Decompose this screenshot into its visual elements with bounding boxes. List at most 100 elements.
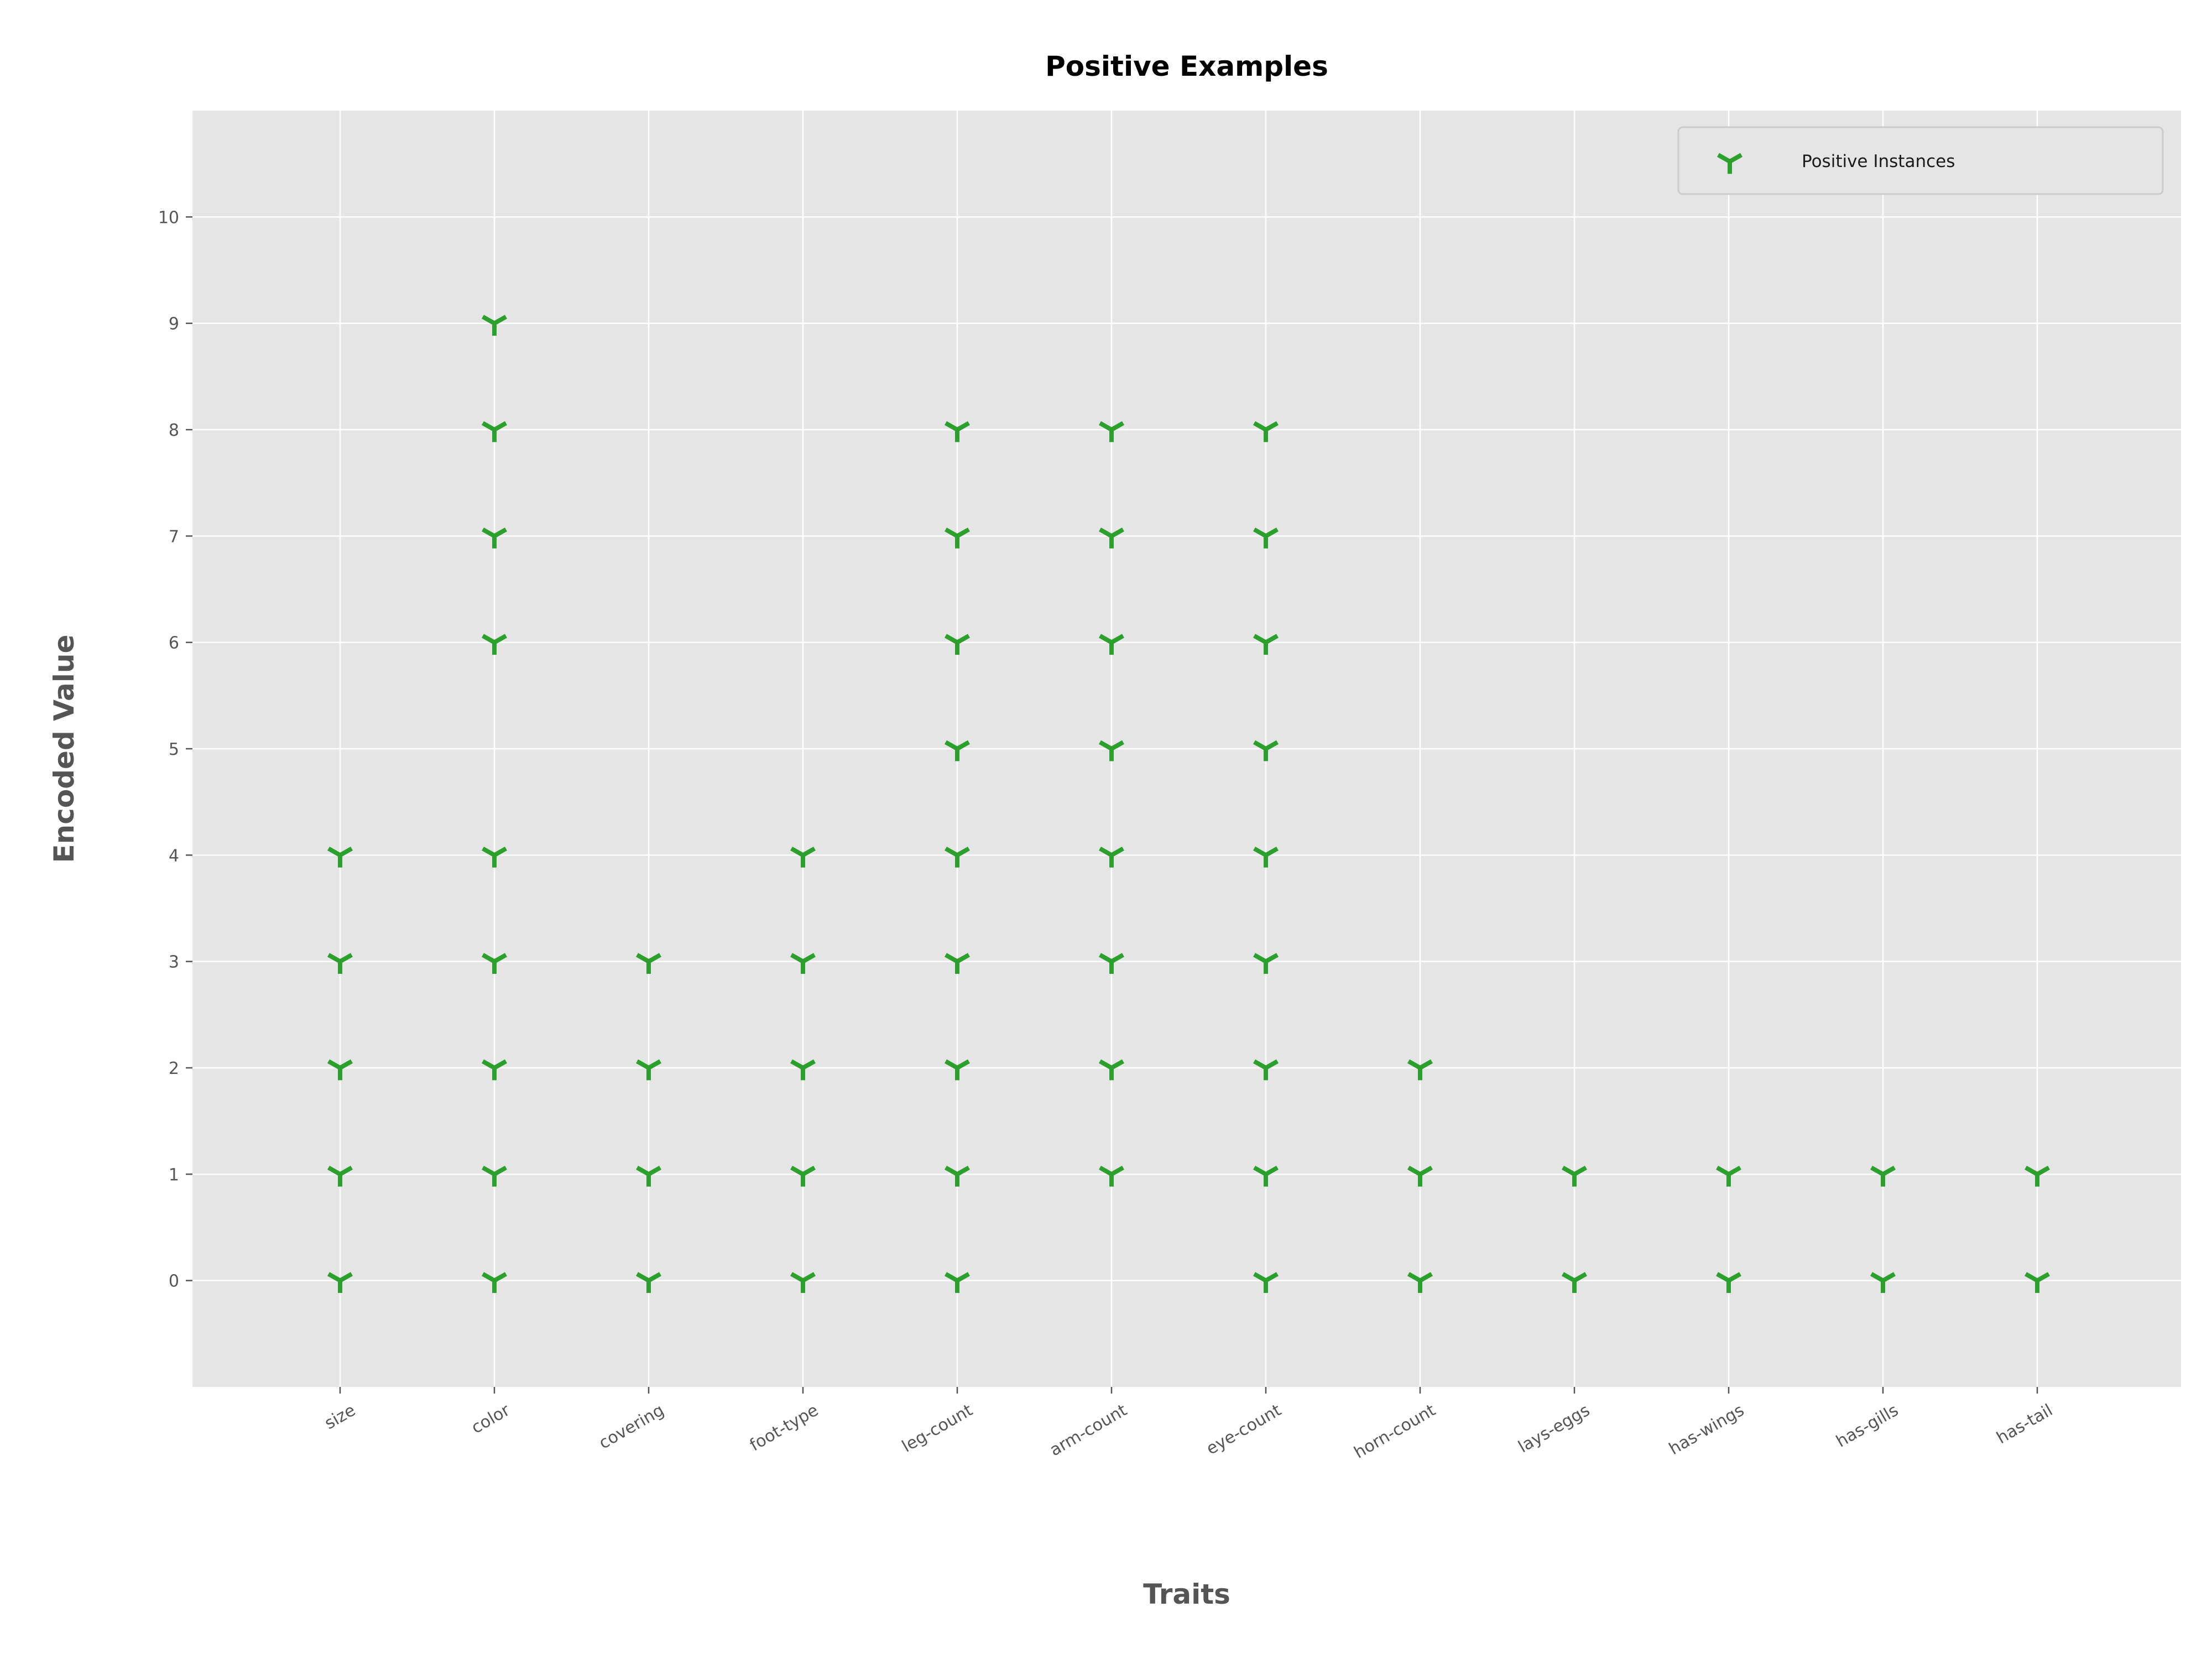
marker-arm-left <box>482 634 495 645</box>
marker-arm-left <box>1253 953 1267 964</box>
data-point <box>790 1165 816 1187</box>
data-point <box>790 1272 816 1293</box>
marker-arm-left <box>945 634 958 645</box>
marker-arm-right <box>339 953 353 964</box>
y-tick-label: 3 <box>169 953 179 972</box>
marker-arm-right <box>1265 1272 1279 1283</box>
marker-arm-left <box>1407 1165 1421 1176</box>
y-tick-label: 6 <box>169 634 179 653</box>
marker-arm-right <box>2036 1272 2050 1283</box>
data-point <box>1099 1165 1124 1187</box>
marker-arm-left <box>2025 1165 2038 1176</box>
marker-arm-left <box>482 1272 495 1283</box>
marker-arm-left <box>1407 1272 1421 1283</box>
data-point <box>1253 1059 1279 1081</box>
data-point <box>1253 846 1279 868</box>
marker-arm-right <box>493 421 507 432</box>
marker-arm-right <box>802 953 816 964</box>
data-point <box>1870 1165 1896 1187</box>
marker-arm-left <box>790 1059 804 1070</box>
data-point <box>790 1059 816 1081</box>
data-point <box>327 1165 353 1187</box>
data-point <box>1716 1272 1741 1293</box>
marker-arm-right <box>956 846 970 857</box>
data-point <box>790 846 816 868</box>
legend-marker <box>1717 153 1743 174</box>
marker-arm-right <box>1265 1059 1279 1070</box>
data-point <box>1253 527 1279 549</box>
marker-arm-left <box>482 527 495 538</box>
marker-arm-right <box>1110 740 1124 751</box>
legend-label: Positive Instances <box>1802 152 1955 171</box>
data-point <box>945 953 970 974</box>
data-point <box>482 1272 507 1293</box>
data-point <box>1099 527 1124 549</box>
marker-arm-left <box>790 1272 804 1283</box>
data-point <box>636 1165 661 1187</box>
marker-arm-right <box>956 1272 970 1283</box>
y-tick-label: 8 <box>169 421 179 440</box>
marker-arm-left <box>327 953 341 964</box>
data-markers <box>327 315 2050 1293</box>
marker-arm-left <box>1099 1059 1113 1070</box>
data-point <box>482 315 507 336</box>
data-point <box>945 1165 970 1187</box>
marker-arm-right <box>1110 527 1124 538</box>
marker-arm-left <box>482 421 495 432</box>
marker-arm-right <box>1573 1165 1587 1176</box>
y-axis-label: Encoded Value <box>48 635 80 863</box>
marker-arm-right <box>956 1165 970 1176</box>
marker-arm-left <box>327 1272 341 1283</box>
marker-arm-left <box>945 1165 958 1176</box>
data-point <box>1253 953 1279 974</box>
marker-arm-left <box>482 953 495 964</box>
data-point <box>945 1059 970 1081</box>
data-point <box>1099 740 1124 761</box>
chart-title: Positive Examples <box>1045 50 1328 82</box>
data-point <box>1253 634 1279 655</box>
data-point <box>1099 421 1124 442</box>
marker-arm-left <box>945 421 958 432</box>
y-tick-label: 9 <box>169 315 179 334</box>
y-tick-label: 5 <box>169 740 179 759</box>
marker-arm-left <box>1253 740 1267 751</box>
marker-arm-left <box>790 953 804 964</box>
marker-arm-right <box>648 1165 661 1176</box>
marker-arm-left <box>1099 634 1113 645</box>
marker-arm-right <box>1110 1059 1124 1070</box>
marker-arm-left <box>636 953 650 964</box>
data-point <box>1562 1272 1587 1293</box>
marker-arm-left <box>327 1165 341 1176</box>
marker-arm-left <box>1407 1059 1421 1070</box>
data-point <box>482 846 507 868</box>
marker-arm-right <box>1728 1272 1741 1283</box>
marker-arm-left <box>945 740 958 751</box>
marker-arm-left <box>1253 527 1267 538</box>
marker-arm-left <box>1562 1272 1575 1283</box>
data-point <box>327 846 353 868</box>
marker-arm-right <box>1265 1165 1279 1176</box>
marker-arm-left <box>327 846 341 857</box>
data-point <box>945 1272 970 1293</box>
marker-arm-right <box>339 1059 353 1070</box>
marker-arm-right <box>493 1059 507 1070</box>
data-point <box>1562 1165 1587 1187</box>
marker-arm-left <box>1099 740 1113 751</box>
data-point <box>790 953 816 974</box>
x-axis-label: Traits <box>1143 1578 1230 1610</box>
marker-arm-right <box>956 953 970 964</box>
marker-arm-left <box>636 1059 650 1070</box>
marker-arm-right <box>1265 846 1279 857</box>
marker-arm-right <box>956 421 970 432</box>
marker-arm-right <box>1265 634 1279 645</box>
marker-arm-right <box>1419 1272 1433 1283</box>
marker-arm-right <box>1110 1165 1124 1176</box>
marker-arm-left <box>1717 153 1731 164</box>
data-point <box>1407 1165 1433 1187</box>
marker-arm-right <box>1882 1272 1896 1283</box>
marker-arm-left <box>1253 846 1267 857</box>
marker-arm-left <box>945 1059 958 1070</box>
marker-arm-right <box>648 1272 661 1283</box>
data-point <box>2025 1165 2050 1187</box>
marker-arm-right <box>1265 740 1279 751</box>
